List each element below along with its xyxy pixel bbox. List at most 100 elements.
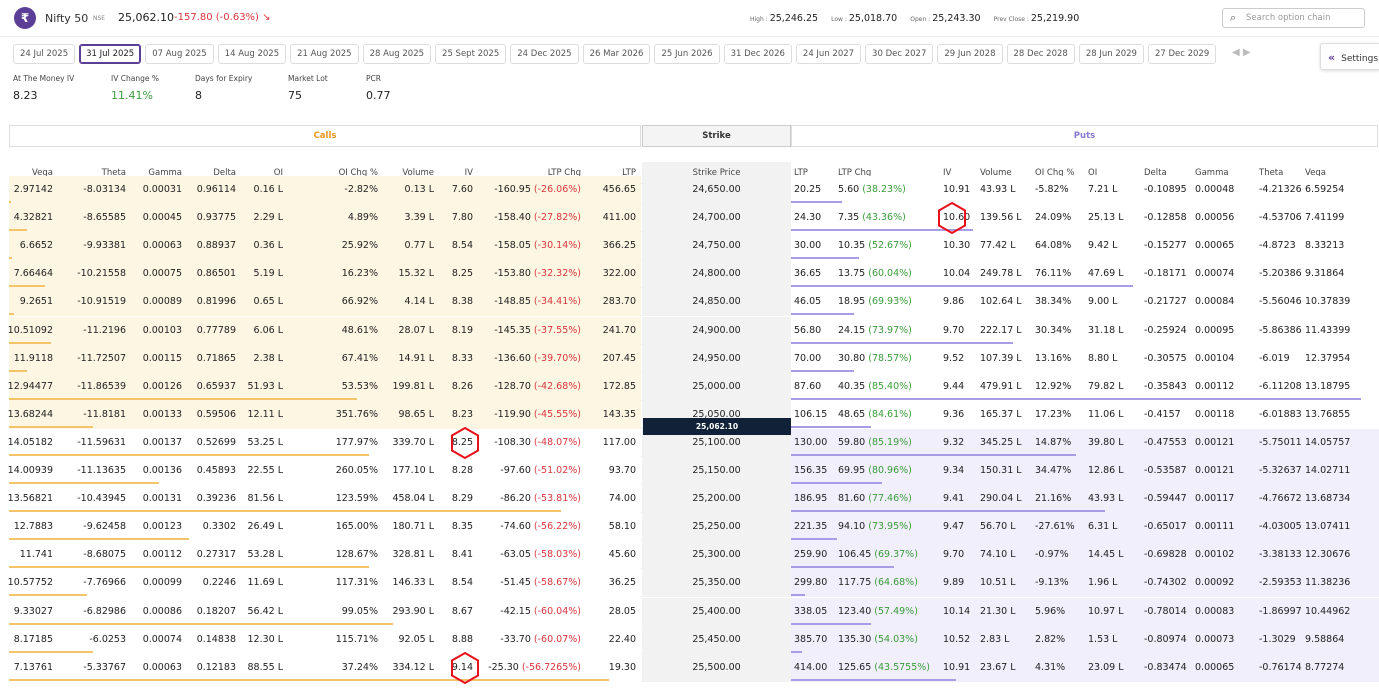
call-ltp-cell[interactable]: 22.40: [608, 633, 636, 645]
put-ltpchg-cell[interactable]: 7.35 (43.36%): [838, 204, 906, 232]
put-col-iv-header[interactable]: IV: [943, 168, 952, 178]
call-col-ltp-header[interactable]: LTP: [622, 168, 636, 178]
table-row[interactable]: 10.51092 -11.2196 0.00103 0.77789 6.06 L 48.6…: [8, 316, 1379, 345]
call-ltpchg-cell[interactable]: -108.30 (-48.07%): [494, 429, 581, 457]
put-ltp-cell[interactable]: 338.05: [794, 605, 828, 617]
expiry-chip[interactable]: 27 Dec 2029: [1147, 44, 1217, 64]
call-ltpchg-cell[interactable]: -63.05 (-58.03%): [500, 541, 581, 569]
call-ltpchg-cell[interactable]: -33.70 (-60.07%): [500, 626, 581, 654]
settings-button[interactable]: « Settings: [1320, 43, 1379, 70]
put-ltp-cell[interactable]: 106.15: [794, 408, 828, 420]
expiry-chip[interactable]: 28 Aug 2025: [362, 44, 432, 64]
call-col-theta-header[interactable]: Theta: [101, 168, 126, 178]
chevron-right-icon[interactable]: ▶: [1242, 47, 1251, 58]
put-ltpchg-cell[interactable]: 18.95 (69.93%): [838, 288, 912, 316]
call-col-gamma-header[interactable]: Gamma: [148, 168, 182, 178]
put-col-oichg-header[interactable]: OI Chg %: [1035, 168, 1075, 178]
put-ltpchg-cell[interactable]: 59.80 (85.19%): [838, 429, 912, 457]
put-ltp-cell[interactable]: 46.05: [794, 296, 822, 308]
put-ltp-cell[interactable]: 130.00: [794, 436, 828, 448]
call-ltpchg-cell[interactable]: -97.60 (-51.02%): [500, 457, 581, 485]
expiry-chip[interactable]: 07 Aug 2025: [145, 44, 214, 64]
call-ltpchg-cell[interactable]: -153.80 (-32.32%): [494, 260, 581, 288]
put-ltpchg-cell[interactable]: 69.95 (80.96%): [838, 457, 912, 485]
table-row[interactable]: 12.94477 -11.86539 0.00126 0.65937 51.93 L 53…: [8, 372, 1379, 401]
call-col-vol-header[interactable]: Volume: [402, 168, 434, 178]
expiry-chip[interactable]: 28 Jun 2029: [1078, 44, 1144, 64]
put-ltp-cell[interactable]: 20.25: [794, 184, 822, 195]
table-row[interactable]: 11.741 -8.68075 0.00112 0.27317 53.28 L 128.6…: [9, 541, 1379, 570]
put-ltp-cell[interactable]: 24.30: [794, 212, 822, 224]
call-ltpchg-cell[interactable]: -160.95 (-26.06%): [494, 176, 581, 204]
call-col-vega-header[interactable]: Vega: [32, 168, 53, 178]
put-ltpchg-cell[interactable]: 24.15 (73.97%): [838, 317, 912, 345]
table-row[interactable]: 10.57752 -7.76966 0.00099 0.2246 11.69 L 117.…: [8, 569, 1379, 598]
put-ltpchg-cell[interactable]: 125.65 (43.5755%): [838, 654, 930, 682]
expiry-chip[interactable]: 30 Dec 2027: [865, 44, 934, 64]
call-ltpchg-cell[interactable]: -158.40 (-27.82%): [494, 204, 581, 232]
call-col-oi-header[interactable]: OI: [273, 168, 283, 178]
put-ltpchg-cell[interactable]: 94.10 (73.95%): [838, 513, 912, 541]
call-ltp-cell[interactable]: 322.00: [602, 268, 636, 280]
put-ltpchg-cell[interactable]: 106.45 (69.37%): [838, 541, 918, 569]
put-ltp-cell[interactable]: 56.80: [794, 324, 822, 336]
table-row[interactable]: 7.13761 -5.33767 0.00063 0.12183 88.55 L 37.2…: [9, 653, 1379, 682]
call-ltp-cell[interactable]: 411.00: [602, 212, 636, 224]
table-row[interactable]: 2.97142 -8.03134 0.00031 0.96114 0.16 L -2.82…: [9, 176, 1379, 204]
call-ltpchg-cell[interactable]: -86.20 (-53.81%): [500, 485, 581, 513]
put-ltpchg-cell[interactable]: 135.30 (54.03%): [838, 626, 918, 654]
put-col-gamma-header[interactable]: Gamma: [1195, 168, 1229, 178]
put-ltp-cell[interactable]: 186.95: [794, 493, 828, 505]
put-ltp-cell[interactable]: 385.70: [794, 633, 828, 645]
expiry-chip[interactable]: 24 Jul 2025: [13, 44, 76, 64]
put-ltp-cell[interactable]: 259.90: [794, 549, 828, 561]
expiry-chip[interactable]: 25 Jun 2026: [654, 44, 720, 64]
call-ltpchg-cell[interactable]: -74.60 (-56.22%): [500, 513, 581, 541]
put-ltp-cell[interactable]: 70.00: [794, 352, 822, 364]
expiry-chip[interactable]: 24 Dec 2025: [510, 44, 579, 64]
call-ltp-cell[interactable]: 207.45: [602, 352, 636, 364]
call-col-oichg-header[interactable]: OI Chg %: [338, 168, 378, 178]
table-row[interactable]: 7.66464 -10.21558 0.00075 0.86501 5.19 L 16.2…: [9, 260, 1379, 289]
chevron-left-icon[interactable]: ◀: [1232, 47, 1240, 58]
expiry-chip[interactable]: 29 Jun 2028: [937, 44, 1003, 64]
table-row[interactable]: 9.2651 -10.91519 0.00089 0.81996 0.65 L 66.92…: [9, 288, 1379, 317]
call-ltp-cell[interactable]: 283.70: [602, 296, 636, 308]
put-col-vega-header[interactable]: Vega: [1305, 168, 1326, 178]
put-ltp-cell[interactable]: 156.35: [794, 465, 828, 476]
put-ltpchg-cell[interactable]: 117.75 (64.68%): [838, 569, 918, 597]
call-ltp-cell[interactable]: 93.70: [608, 465, 636, 476]
put-col-delta-header[interactable]: Delta: [1144, 168, 1167, 178]
call-ltp-cell[interactable]: 58.10: [608, 521, 636, 533]
put-ltpchg-cell[interactable]: 10.35 (52.67%): [838, 232, 912, 260]
put-ltpchg-cell[interactable]: 123.40 (57.49%): [838, 598, 918, 626]
call-ltp-cell[interactable]: 19.30: [608, 661, 636, 673]
call-col-ltpchg-header[interactable]: LTP Chg: [547, 168, 581, 178]
put-ltpchg-cell[interactable]: 40.35 (85.40%): [838, 373, 912, 401]
call-ltpchg-cell[interactable]: -42.15 (-60.04%): [500, 598, 581, 626]
expiry-chip[interactable]: 31 Dec 2026: [723, 44, 792, 64]
call-ltpchg-cell[interactable]: -51.45 (-58.67%): [500, 569, 581, 597]
put-ltp-cell[interactable]: 414.00: [794, 661, 828, 673]
call-col-iv-header[interactable]: IV: [464, 168, 473, 178]
call-ltp-cell[interactable]: 117.00: [602, 436, 636, 448]
table-row[interactable]: 9.33027 -6.82986 0.00086 0.18207 56.42 L 99.0…: [9, 597, 1379, 626]
call-ltpchg-cell[interactable]: -158.05 (-30.14%): [494, 232, 581, 260]
put-col-ltpchg-header[interactable]: LTP Chg: [838, 168, 872, 178]
call-ltpchg-cell[interactable]: -136.60 (-39.70%): [494, 345, 581, 373]
call-ltp-cell[interactable]: 456.65: [602, 184, 636, 195]
put-ltp-cell[interactable]: 221.35: [794, 521, 828, 533]
expiry-chip[interactable]: 26 Mar 2026: [582, 44, 651, 64]
put-ltp-cell[interactable]: 30.00: [794, 240, 822, 252]
put-col-oi-header[interactable]: OI: [1088, 168, 1098, 178]
put-col-vol-header[interactable]: Volume: [980, 168, 1012, 178]
put-ltpchg-cell[interactable]: 13.75 (60.04%): [838, 260, 912, 288]
table-row[interactable]: 13.56821 -10.43945 0.00131 0.39236 81.56 L 12…: [8, 485, 1379, 514]
call-ltp-cell[interactable]: 172.85: [602, 380, 636, 392]
call-ltp-cell[interactable]: 36.25: [608, 577, 636, 589]
expiry-chip[interactable]: 14 Aug 2025: [217, 44, 287, 64]
put-ltpchg-cell[interactable]: 30.80 (78.57%): [838, 345, 912, 373]
table-row[interactable]: 4.32821 -8.65585 0.00045 0.93775 2.29 L 4.89%…: [9, 204, 1379, 233]
call-col-delta-header[interactable]: Delta: [213, 168, 236, 178]
call-ltpchg-cell[interactable]: -128.70 (-42.68%): [494, 373, 581, 401]
